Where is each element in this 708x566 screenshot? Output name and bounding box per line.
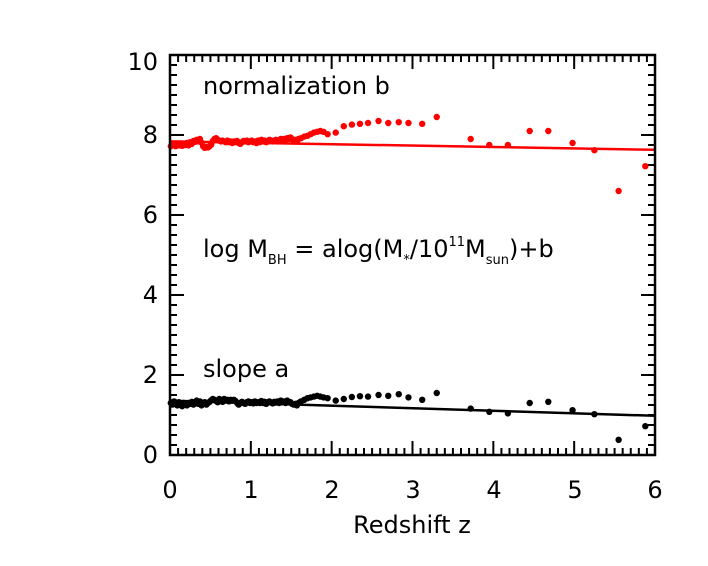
- normalization-point: [433, 113, 440, 121]
- normalization-point: [324, 131, 331, 138]
- slope-point: [332, 397, 339, 404]
- formula-part: )+b: [509, 235, 554, 263]
- y-tick-labels: 0 2 4 6 8 10: [127, 48, 158, 469]
- normalization-point: [467, 135, 474, 143]
- annotation-normalization: normalization b: [203, 72, 390, 100]
- normalization-point: [364, 119, 372, 127]
- slope-point: [467, 405, 474, 412]
- slope-point: [486, 408, 493, 415]
- formula-sup: 11: [448, 235, 465, 250]
- annotation-formula: log MBH = alog(M*/1011Msun)+b: [203, 235, 554, 268]
- y-tick-label: 4: [143, 281, 158, 309]
- slope-point: [591, 411, 598, 418]
- slope-point: [526, 399, 533, 407]
- normalization-point: [526, 127, 533, 135]
- normalization-point: [545, 127, 552, 135]
- slope-point: [364, 393, 372, 400]
- y-tick-label: 10: [127, 48, 158, 76]
- x-tick-labels: 0 1 2 3 4 5 6: [162, 476, 662, 504]
- x-tick-label: 5: [567, 476, 582, 504]
- x-tick-label: 6: [647, 476, 662, 504]
- normalization-point: [591, 147, 598, 154]
- series-layer: [167, 113, 656, 443]
- slope-point: [348, 393, 356, 401]
- slope-point: [642, 423, 649, 430]
- slope-point: [375, 391, 382, 399]
- formula-sub-bh: BH: [268, 253, 287, 268]
- x-tick-label: 1: [243, 476, 258, 504]
- formula-part: /10: [410, 235, 449, 263]
- normalization-point: [642, 163, 649, 170]
- slope-point: [504, 410, 512, 417]
- annotation-slope: slope a: [203, 355, 289, 383]
- y-tick-label: 2: [143, 361, 158, 389]
- normalization-point: [615, 187, 622, 195]
- x-axis-title: Redshift z: [353, 511, 471, 539]
- normalization-point: [419, 120, 426, 128]
- formula-part: log M: [203, 235, 268, 263]
- slope-point: [615, 436, 622, 443]
- normalization-point: [375, 117, 382, 125]
- slope-point: [385, 392, 392, 399]
- formula-part: = alog(M: [287, 235, 404, 263]
- formula-sub-star: *: [403, 253, 410, 268]
- normalization-point: [569, 139, 576, 147]
- x-tick-label: 2: [324, 476, 339, 504]
- slope-point: [340, 395, 347, 403]
- formula-part: M: [465, 235, 486, 263]
- normalization-point: [332, 129, 339, 136]
- normalization-point: [385, 119, 392, 127]
- y-tick-label: 6: [143, 201, 158, 229]
- formula-sub-sun: sun: [486, 253, 509, 268]
- normalization-point: [348, 121, 356, 128]
- slope-point: [356, 393, 364, 400]
- normalization-point: [395, 119, 402, 126]
- slope-point: [324, 395, 331, 402]
- x-tick-label: 0: [162, 476, 177, 504]
- normalization-point: [356, 120, 364, 128]
- normalization-point: [504, 141, 512, 149]
- y-tick-label: 0: [143, 441, 158, 469]
- slope-point: [419, 396, 426, 403]
- slope-point: [395, 391, 402, 398]
- plot-frame: [168, 53, 657, 457]
- slope-point: [433, 389, 440, 397]
- normalization-point: [340, 123, 347, 130]
- normalization-point: [405, 119, 412, 127]
- normalization-point: [486, 141, 493, 149]
- slope-point: [569, 407, 576, 414]
- x-tick-label: 3: [405, 476, 420, 504]
- slope-point: [405, 394, 412, 401]
- x-tick-label: 4: [486, 476, 501, 504]
- slope-point: [545, 398, 552, 405]
- y-tick-label: 8: [143, 121, 158, 149]
